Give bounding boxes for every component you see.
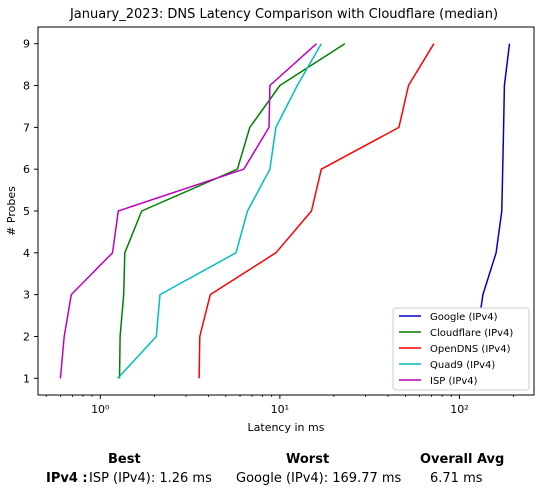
y-tick-label: 7 xyxy=(23,121,30,134)
x-tick-label: 10¹ xyxy=(271,403,289,416)
y-tick-label: 9 xyxy=(23,38,30,51)
summary-avg-value: 6.71 ms xyxy=(430,471,483,486)
chart-title: January_2023: DNS Latency Comparison wit… xyxy=(69,7,498,22)
legend-label: Cloudflare (IPv4) xyxy=(430,328,513,339)
legend-box xyxy=(392,307,530,391)
series-line-3 xyxy=(117,43,322,379)
y-tick-label: 1 xyxy=(23,372,30,385)
y-axis-label: # Probes xyxy=(5,186,18,236)
x-axis-ticks: 10⁰ 10¹ 10² xyxy=(45,395,514,416)
y-tick-label: 5 xyxy=(23,205,30,218)
y-axis-ticks: 1 2 3 4 5 6 7 8 9 xyxy=(23,38,38,385)
x-tick-label: 10⁰ xyxy=(91,403,110,416)
legend: Google (IPv4) Cloudflare (IPv4) OpenDNS (I… xyxy=(392,307,530,391)
summary-header-avg: Overall Avg xyxy=(420,452,505,467)
summary-worst-value: Google (IPv4): 169.77 ms xyxy=(236,471,402,486)
y-tick-label: 4 xyxy=(23,247,30,260)
summary-header-best: Best xyxy=(108,452,141,467)
y-tick-label: 8 xyxy=(23,80,30,93)
summary-header-worst: Worst xyxy=(286,452,330,467)
y-tick-label: 3 xyxy=(23,289,30,302)
summary-best-value: ISP (IPv4): 1.26 ms xyxy=(89,471,212,486)
x-tick-label: 10² xyxy=(450,403,468,416)
legend-label: Quad9 (IPv4) xyxy=(430,360,495,371)
latency-chart: January_2023: DNS Latency Comparison wit… xyxy=(5,7,535,434)
summary-row-label: IPv4 : xyxy=(46,471,88,486)
y-tick-label: 6 xyxy=(23,163,30,176)
y-tick-label: 2 xyxy=(23,330,30,343)
x-axis-label: Latency in ms xyxy=(248,421,325,434)
legend-label: Google (IPv4) xyxy=(430,312,498,323)
series-lines xyxy=(59,43,511,379)
series-line-2 xyxy=(198,43,435,379)
legend-label: ISP (IPv4) xyxy=(430,376,478,387)
series-line-4 xyxy=(59,43,318,379)
legend-label: OpenDNS (IPv4) xyxy=(430,344,511,355)
